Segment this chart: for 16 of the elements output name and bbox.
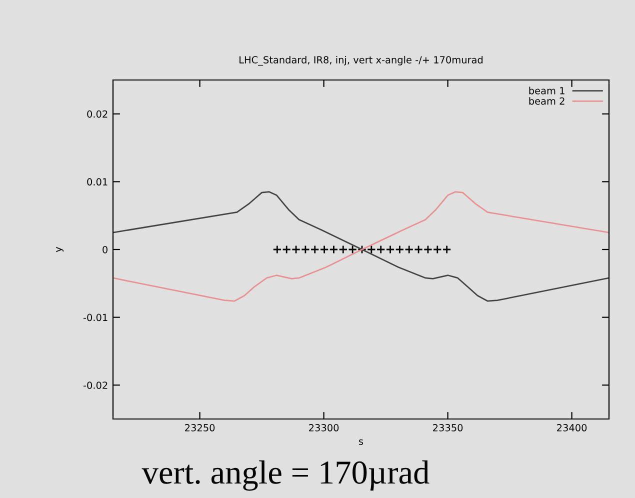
y-tick-label: 0 bbox=[102, 246, 108, 254]
y-tick-label: 0.01 bbox=[87, 178, 108, 186]
chart-title: LHC_Standard, IR8, inj, vert x-angle -/+ 170murad bbox=[240, 56, 483, 66]
y-tick-label: 0.02 bbox=[87, 110, 108, 118]
x-tick-label: 23400 bbox=[557, 424, 587, 432]
legend-label: beam 1 bbox=[529, 86, 564, 94]
line-series bbox=[113, 191, 609, 302]
x-axis-title: s bbox=[358, 439, 364, 445]
y-tick-label: -0.02 bbox=[83, 382, 108, 389]
x-tick-label: 23300 bbox=[309, 424, 339, 432]
legend-label: beam 2 bbox=[529, 97, 564, 105]
text: vert. angle = 170µrad bbox=[142, 460, 430, 491]
x-tick-label: 23250 bbox=[185, 424, 215, 432]
y-axis-title: y bbox=[56, 246, 64, 252]
y-tick-label: -0.01 bbox=[83, 314, 108, 322]
x-tick-label: 23350 bbox=[433, 424, 463, 432]
